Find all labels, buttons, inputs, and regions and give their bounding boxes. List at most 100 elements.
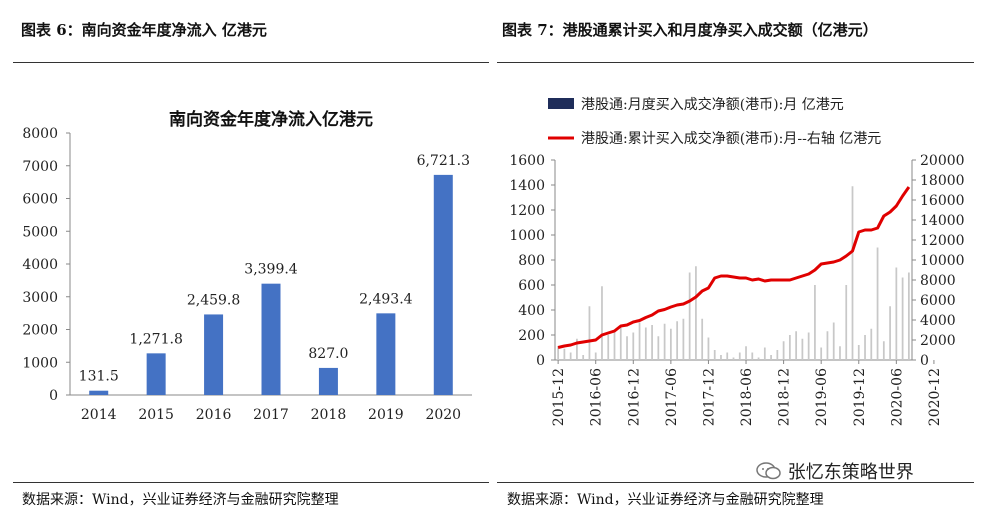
data-label: 6,721.3 — [417, 153, 470, 169]
monthly-bar — [588, 306, 591, 360]
monthly-bar — [788, 335, 791, 360]
y-left-tick-label: 800 — [518, 253, 545, 269]
bar — [433, 174, 453, 395]
data-label: 3,399.4 — [244, 262, 298, 278]
y-tick-label: 1000 — [22, 355, 58, 371]
monthly-bar — [807, 332, 810, 360]
monthly-bar — [889, 306, 891, 360]
monthly-bar — [882, 341, 885, 360]
y-right-tick-label: 16000 — [920, 193, 965, 209]
legend-label-bars: 港股通:月度买入成交净额(港币):月 亿港元 — [581, 96, 844, 113]
y-tick-label: 0 — [49, 388, 58, 404]
cumulative-line — [557, 186, 911, 349]
left-caption-rule — [13, 62, 489, 63]
monthly-bar — [569, 352, 572, 360]
x-tick-label: 2019-06 — [814, 368, 830, 426]
monthly-bar — [795, 331, 798, 360]
monthly-bar — [594, 352, 597, 360]
monthly-bar — [832, 322, 835, 360]
monthly-bar — [576, 338, 578, 360]
monthly-bar — [901, 277, 904, 360]
y-left-tick-label: 1600 — [509, 153, 545, 169]
y-left-tick-label: 400 — [518, 303, 545, 319]
left-panel-caption: 图表 6：南向资金年度净流入 亿港元 — [21, 21, 267, 39]
left-source-note: 数据来源：Wind，兴业证券经济与金融研究院整理 — [22, 492, 339, 508]
y-left-tick-label: 1400 — [509, 178, 545, 194]
y-right-tick-label: 4000 — [920, 313, 956, 329]
monthly-bar — [601, 286, 603, 360]
y-right-tick-label: 18000 — [920, 173, 965, 189]
y-right-tick-label: 2000 — [920, 333, 956, 349]
data-label: 131.5 — [79, 369, 119, 385]
y-left-tick-label: 0 — [536, 353, 545, 369]
monthly-bar — [701, 318, 704, 360]
x-tick-label: 2015-12 — [551, 368, 567, 426]
monthly-bar — [638, 322, 641, 360]
x-tick-label: 2015 — [138, 407, 174, 423]
monthly-bar — [582, 355, 585, 360]
x-tick-label: 2018-12 — [777, 368, 793, 426]
data-label: 1,271.8 — [129, 331, 182, 347]
monthly-bar — [907, 272, 910, 360]
monthly-bar — [626, 336, 628, 360]
right-caption-rule — [497, 62, 974, 63]
y-tick-label: 2000 — [22, 323, 58, 339]
legend-label-line: 港股通:累计买入成交净额(港币):月--右轴 亿港元 — [581, 130, 881, 147]
monthly-bar — [695, 266, 697, 360]
bar — [318, 367, 338, 395]
wechat-icon — [756, 462, 781, 480]
monthly-bar — [651, 325, 653, 360]
monthly-bar — [644, 327, 647, 360]
y-left-tick-label: 1200 — [509, 203, 545, 219]
left-source-rule — [13, 482, 489, 483]
monthly-bar — [726, 352, 729, 360]
y-right-tick-label: 0 — [920, 353, 929, 369]
monthly-bar — [876, 247, 879, 360]
data-label: 827.0 — [308, 346, 348, 362]
cumulative-monthly-chart: 港股通:月度买入成交净额(港币):月 亿港元港股通:累计买入成交净额(港币):月… — [509, 96, 965, 426]
monthly-bar — [845, 285, 848, 360]
monthly-bar — [720, 355, 722, 360]
monthly-bar — [732, 357, 735, 360]
bar — [204, 314, 224, 395]
monthly-bar — [814, 285, 816, 360]
watermark: 张忆东策略世界 — [756, 458, 914, 484]
x-tick-label: 2017-06 — [664, 368, 680, 426]
y-right-tick-label: 14000 — [920, 213, 965, 229]
monthly-bar — [657, 336, 660, 360]
y-tick-label: 5000 — [22, 224, 58, 240]
monthly-bar — [751, 352, 754, 360]
monthly-bar — [745, 346, 747, 360]
x-tick-label: 2016 — [196, 407, 232, 423]
monthly-bar — [563, 348, 566, 360]
monthly-bar — [688, 272, 691, 360]
monthly-bar — [776, 350, 779, 360]
right-panel-caption: 图表 7：港股通累计买入和月度净买入成交额（亿港元） — [502, 21, 878, 39]
bar — [89, 390, 109, 395]
x-tick-label: 2019 — [368, 407, 404, 423]
bar — [261, 283, 281, 395]
right-source-rule — [497, 482, 974, 483]
monthly-bar — [607, 335, 610, 360]
y-right-tick-label: 12000 — [920, 233, 965, 249]
monthly-bar — [619, 325, 622, 360]
monthly-bar — [763, 347, 766, 360]
y-right-tick-label: 10000 — [920, 253, 965, 269]
monthly-bar — [820, 347, 823, 360]
y-tick-label: 8000 — [22, 126, 58, 142]
x-tick-label: 2017-12 — [701, 368, 717, 426]
monthly-bar — [870, 328, 873, 360]
x-tick-label: 2019-12 — [852, 368, 868, 426]
x-tick-label: 2020 — [425, 407, 461, 423]
monthly-bar — [801, 338, 804, 360]
monthly-bar — [857, 345, 860, 360]
monthly-bar — [839, 346, 841, 360]
monthly-bar — [663, 323, 666, 360]
x-tick-label: 2018 — [311, 407, 347, 423]
data-label: 2,459.8 — [187, 292, 240, 308]
y-tick-label: 3000 — [22, 290, 58, 306]
x-tick-label: 2020-12 — [927, 368, 943, 426]
monthly-bar — [826, 331, 829, 360]
x-tick-label: 2016-12 — [626, 368, 642, 426]
right-source-note: 数据来源：Wind，兴业证券经济与金融研究院整理 — [507, 492, 824, 508]
